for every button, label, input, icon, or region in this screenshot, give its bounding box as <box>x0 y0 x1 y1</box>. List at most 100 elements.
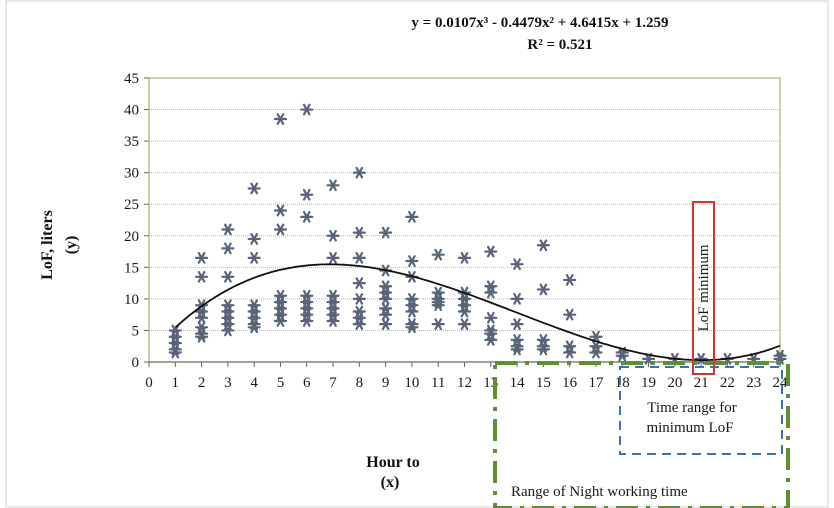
data-point <box>563 274 577 286</box>
data-point <box>484 286 498 299</box>
y-axis-label: LoF, liters (y) <box>39 210 80 280</box>
data-point <box>352 293 366 305</box>
x-tick-label: 22 <box>720 375 735 391</box>
x-axis-label-line1: Hour to <box>366 454 419 471</box>
lof-minimum-box <box>692 201 715 375</box>
lof-minimum-label: LoF minimum <box>696 244 712 331</box>
y-tick-label: 10 <box>124 292 139 308</box>
time-range-label-line1: Time range for <box>647 400 736 416</box>
data-point <box>300 210 314 223</box>
x-tick-label: 6 <box>303 375 311 391</box>
data-point <box>405 321 419 334</box>
x-tick-label: 20 <box>667 375 682 391</box>
x-tick-label: 18 <box>615 375 630 391</box>
r-squared: R² = 0.521 <box>527 37 592 53</box>
data-point <box>221 242 235 255</box>
data-point <box>194 252 209 264</box>
data-point <box>431 248 445 261</box>
y-tick-label: 45 <box>124 71 139 87</box>
x-tick-label: 16 <box>562 375 578 391</box>
x-tick-label: 2 <box>198 375 206 391</box>
data-point <box>563 346 577 359</box>
data-point <box>457 305 472 318</box>
x-tick-label: 15 <box>536 375 551 391</box>
data-point <box>273 223 288 236</box>
data-point <box>405 255 419 267</box>
x-tick-label: 0 <box>145 375 153 391</box>
data-point <box>247 321 261 334</box>
data-point <box>273 204 288 217</box>
data-point <box>379 293 393 305</box>
time-range-box <box>619 366 783 455</box>
y-tick-label: 25 <box>124 197 139 213</box>
x-tick-label: 1 <box>172 375 180 391</box>
x-tick-label: 14 <box>510 375 526 391</box>
data-point <box>510 343 524 356</box>
data-point <box>536 239 550 252</box>
x-tick-label: 11 <box>431 375 445 391</box>
data-point <box>510 258 524 271</box>
data-point <box>563 308 577 321</box>
data-point <box>221 324 235 337</box>
data-point <box>221 270 235 283</box>
y-tick-label: 15 <box>124 260 139 276</box>
data-points <box>168 103 787 365</box>
x-tick-label: 4 <box>250 375 258 391</box>
data-point <box>405 210 419 223</box>
data-point <box>273 113 288 125</box>
y-tick-label: 20 <box>124 229 139 245</box>
data-point <box>326 229 340 242</box>
y-tick-label: 40 <box>124 103 139 119</box>
data-point <box>247 252 261 264</box>
data-point <box>510 293 524 305</box>
data-point <box>352 226 366 239</box>
data-point <box>326 315 340 327</box>
time-range-label-line2: minimum LoF <box>646 420 733 436</box>
data-point <box>457 318 472 330</box>
data-point <box>431 299 445 312</box>
data-point <box>352 277 366 289</box>
data-point <box>510 318 524 330</box>
data-point <box>352 166 366 179</box>
data-point <box>273 315 288 327</box>
data-point <box>379 308 393 321</box>
data-point <box>352 318 366 330</box>
data-point <box>326 179 340 192</box>
x-tick-label: 21 <box>694 375 709 391</box>
data-point <box>484 245 498 258</box>
y-axis-ticks: 0 5 10 15 20 25 30 35 40 45 <box>124 71 149 371</box>
data-point <box>300 315 314 327</box>
x-axis-ticks: 0 1 2 3 4 5 6 7 8 9 10 11 12 13 14 15 16 17 18 19 20 21 22 23 24 <box>145 362 788 391</box>
data-point <box>194 311 209 324</box>
data-point <box>168 346 182 359</box>
data-point <box>615 349 629 362</box>
y-tick-label: 35 <box>124 134 139 150</box>
x-tick-label: 5 <box>277 375 285 391</box>
x-tick-label: 23 <box>746 375 761 391</box>
x-tick-label: 19 <box>641 375 656 391</box>
x-tick-label: 24 <box>773 375 789 391</box>
data-point <box>484 311 498 324</box>
data-point <box>536 283 550 296</box>
night-working-time-box <box>493 361 790 508</box>
data-point <box>194 330 209 343</box>
data-point <box>405 305 419 318</box>
data-point <box>589 346 603 359</box>
x-axis-label-line2: (x) <box>381 474 400 491</box>
data-point <box>536 343 550 356</box>
data-point <box>247 182 261 195</box>
data-point <box>379 318 393 330</box>
data-point <box>431 318 445 330</box>
data-point <box>194 270 209 283</box>
data-point <box>326 252 340 264</box>
x-tick-label: 3 <box>224 375 232 391</box>
y-axis-label-line1: LoF, liters <box>39 210 56 280</box>
data-point <box>247 233 261 245</box>
trendline-equation: y = 0.0107x³ - 0.4479x² + 4.6415x + 1.25… <box>411 15 668 31</box>
data-point <box>484 334 498 346</box>
x-tick-label: 7 <box>329 375 337 391</box>
x-tick-label: 17 <box>588 375 604 391</box>
data-point <box>457 252 472 264</box>
chart-area-border <box>5 0 829 508</box>
